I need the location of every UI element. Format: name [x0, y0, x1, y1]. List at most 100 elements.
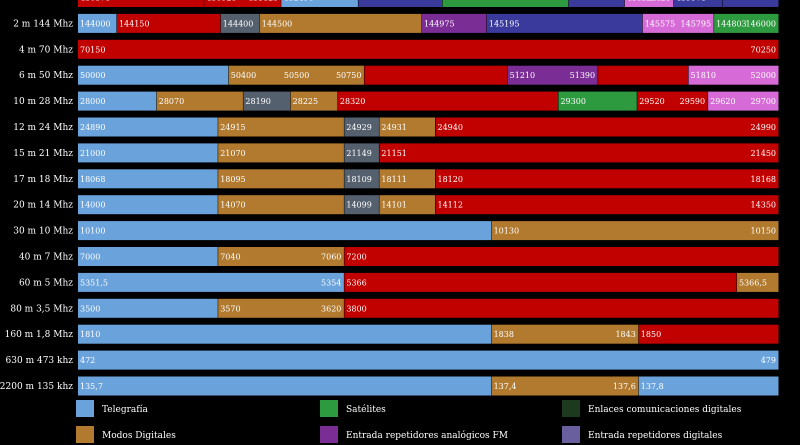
- band-segment: [491, 221, 779, 241]
- band-segment: [344, 195, 379, 215]
- band-segment: [78, 324, 492, 344]
- segment-start-label: 7200: [346, 253, 366, 262]
- band-row: 30 m 10 Mhz 10100 10130 10150: [13, 221, 779, 241]
- segment-end-label: 52000: [751, 71, 776, 80]
- band-label: 2200 m 135 khz: [0, 382, 73, 392]
- band-label: 80 m 3,5 Mhz: [10, 304, 73, 314]
- segment-start-label: 145575: [645, 19, 676, 28]
- band-segment: [337, 91, 558, 111]
- segment-start-label: 24940: [438, 123, 463, 132]
- segment-start-label: 28000: [80, 97, 105, 106]
- segment-start-label: 50000: [80, 71, 105, 80]
- band-label: 630 m 473 khz: [6, 356, 74, 366]
- segment-end-label: 479: [761, 356, 776, 365]
- band-segment: [568, 0, 625, 7]
- segment-start-label: 144500: [262, 19, 293, 28]
- band-segment: [435, 117, 779, 137]
- segment-start-label: 14101: [381, 201, 406, 210]
- segment-start-label: 3570: [220, 304, 240, 313]
- band-segment: [344, 169, 379, 189]
- segment-start-label: 137,8: [641, 382, 664, 391]
- band-label: 12 m 24 Mhz: [13, 123, 73, 133]
- band-segment: [435, 195, 779, 215]
- band-segment: [78, 376, 492, 396]
- band-segment: [218, 117, 344, 137]
- segment-start-label: 432490: [283, 0, 314, 3]
- band-segment: [78, 91, 157, 111]
- legend-label: Enlaces comunicaciones digitales: [588, 405, 742, 415]
- segment-end-label: 7060: [321, 253, 341, 262]
- segment-end-label: 14350: [751, 201, 776, 210]
- segment-start-label: 21149: [346, 149, 371, 158]
- segment-end-label: 137,6: [613, 382, 636, 391]
- segment-end-label: 18168: [751, 175, 776, 184]
- band-segment: [290, 91, 338, 111]
- band-row: 12 m 24 Mhz 24890 24915 24929 24931 24940 2499…: [13, 117, 779, 137]
- band-segment: [344, 143, 379, 163]
- band-segment: [228, 65, 364, 85]
- band-row: 20 m 14 Mhz 14000 14070 14099 14101 14112 1435…: [13, 195, 779, 215]
- segment-start-label: 144000: [80, 19, 111, 28]
- band-segment: [218, 143, 344, 163]
- segment-start-label: 1850: [641, 330, 661, 339]
- band-segment: [204, 0, 281, 7]
- band-segment: [486, 13, 643, 33]
- band-segment: [435, 169, 779, 189]
- segment-start-label: 135,7: [80, 382, 103, 391]
- band-segment: [638, 376, 779, 396]
- legend-swatch: [76, 426, 94, 443]
- band-segment: [379, 143, 779, 163]
- band-segment: [78, 117, 218, 137]
- segment-end-label: 51390: [570, 71, 595, 80]
- legend-label: Entrada repetidores digitales: [588, 431, 723, 441]
- band-segment: [344, 272, 737, 292]
- segment-start-label: 439975: [676, 0, 707, 3]
- segment-start-label: 28070: [159, 97, 184, 106]
- band-segment: [422, 13, 487, 33]
- segment-start-label: 18111: [381, 175, 406, 184]
- segment-end-label: 146000: [745, 19, 776, 28]
- segment-start-label: 3500: [80, 304, 100, 313]
- legend-swatch: [76, 400, 94, 417]
- segment-start-label: 7000: [80, 253, 100, 262]
- segment-end-label: 1843: [615, 330, 635, 339]
- band-segment: [642, 13, 714, 33]
- segment-end-label: 70250: [751, 45, 776, 54]
- band-row: 80 m 3,5 Mhz 3500 3570 3620 3800: [10, 298, 779, 318]
- band-segment: [344, 247, 779, 266]
- band-row: 10 m 28 Mhz 28000 28070 28190 28225 28320 2930…: [13, 91, 779, 111]
- band-segment: [218, 298, 344, 318]
- segment-start-label: 50400: [231, 71, 256, 80]
- band-row: 2 m 144 Mhz 144000 144150 144400 144500 14497…: [13, 13, 779, 33]
- segment-start-label: 18095: [220, 175, 245, 184]
- band-segment: [507, 65, 598, 85]
- segment-start-label: 21151: [381, 149, 406, 158]
- segment-start-label: 28190: [245, 97, 270, 106]
- legend-label: Satélites: [346, 404, 386, 415]
- band-segment: [673, 0, 723, 7]
- band-row: 60 m 5 Mhz 5351,5 5354 5366 5366,5: [19, 272, 779, 292]
- segment-start-label: 51810: [691, 71, 716, 80]
- segment-start-label: 14070: [220, 201, 245, 210]
- band-segment: [78, 350, 779, 370]
- band-segment: [722, 0, 779, 7]
- band-label: 6 m 50 Mhz: [19, 71, 73, 81]
- band-label: 60 m 5 Mhz: [19, 278, 73, 288]
- band-segment: [442, 0, 569, 7]
- band-segment: [78, 0, 204, 7]
- band-segment: [558, 91, 637, 111]
- segment-end-label: 24990: [751, 123, 776, 132]
- band-segment: [637, 91, 708, 111]
- segment-start-label: 435925: [627, 0, 658, 3]
- bars-group: 430375 430925 431825 432490 435925439425 4399…: [0, 0, 779, 396]
- segment-start-label: 144150: [119, 19, 150, 28]
- segment-end-label: 5354: [321, 278, 341, 287]
- band-segment: [78, 143, 218, 163]
- band-segment: [688, 65, 779, 85]
- band-segment: [379, 169, 436, 189]
- segment-end-label: 29590: [680, 97, 705, 106]
- band-row: 2200 m 135 khz 135,7 137,4 137,6 137,8: [0, 376, 779, 396]
- segment-start-label: 3800: [346, 304, 366, 313]
- segment-start-label: 24890: [80, 123, 105, 132]
